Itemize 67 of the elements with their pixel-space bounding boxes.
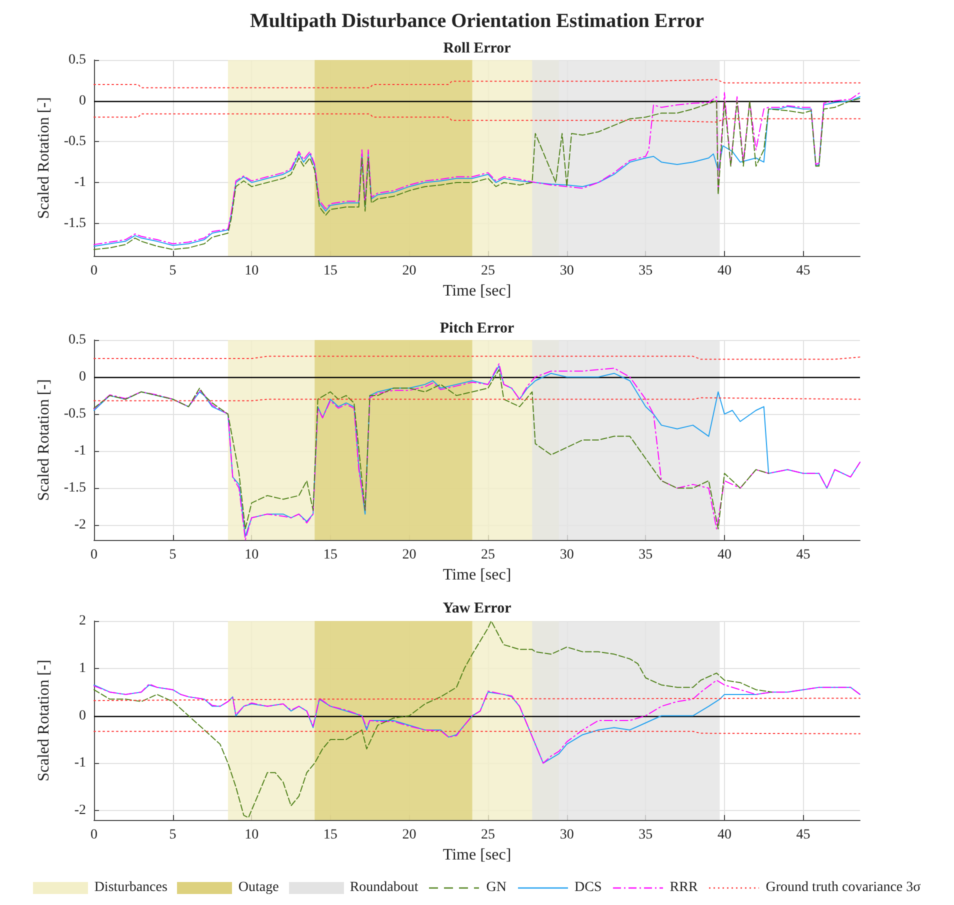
x-tick-label: 35 — [638, 548, 653, 562]
line-series — [94, 113, 860, 123]
x-tick-label: 25 — [481, 264, 496, 278]
x-tick-label: 0 — [90, 264, 98, 278]
x-tick-label: 5 — [169, 828, 176, 842]
y-tick-label: 0 — [79, 93, 86, 108]
y-tick-label: -1 — [74, 175, 86, 190]
x-tick-label: 5 — [169, 264, 176, 278]
legend-label: RRR — [670, 880, 698, 896]
y-axis-title: Scaled Rotation [-] — [36, 660, 52, 782]
x-tick-label: 45 — [796, 828, 810, 842]
y-tick-label: 1 — [79, 660, 86, 676]
line-series — [94, 79, 860, 88]
y-axis-title: Scaled Rotation [-] — [36, 379, 52, 501]
x-tick-label: 45 — [796, 548, 810, 562]
y-tick-label: -2 — [74, 803, 86, 818]
legend-label: GN — [486, 880, 507, 896]
legend-label: Ground truth covariance 3σ — [766, 880, 921, 896]
x-tick-label: 15 — [323, 264, 338, 278]
y-tick-label: -1.5 — [64, 216, 86, 231]
x-tick-label: 10 — [244, 264, 259, 278]
x-tick-label: 15 — [323, 548, 338, 562]
x-tick-label: 40 — [717, 264, 732, 278]
legend-label: Disturbances — [94, 880, 168, 896]
y-tick-label: -1 — [74, 756, 86, 771]
legend-label: Roundabout — [350, 880, 418, 896]
line-series — [94, 369, 770, 530]
y-tick-label: 0.5 — [68, 52, 86, 68]
chart-title: Yaw Error — [442, 600, 512, 616]
x-tick-label: 0 — [90, 828, 98, 842]
x-tick-label: 35 — [638, 264, 653, 278]
x-axis-title: Time [sec] — [442, 846, 512, 864]
y-tick-label: -0.5 — [64, 134, 86, 150]
legend-label: Outage — [238, 880, 279, 896]
x-tick-label: 10 — [244, 548, 259, 562]
x-tick-label: 20 — [402, 828, 416, 842]
x-tick-label: 15 — [323, 828, 338, 842]
x-axis-title: Time [sec] — [442, 282, 512, 300]
x-tick-label: 45 — [796, 264, 810, 278]
x-tick-label: 30 — [560, 264, 574, 278]
chart-title: Pitch Error — [440, 320, 514, 336]
x-tick-label: 30 — [560, 828, 574, 842]
y-tick-label: 0 — [79, 708, 86, 724]
x-tick-label: 5 — [169, 548, 176, 562]
x-tick-label: 20 — [402, 264, 416, 278]
y-tick-label: -1.5 — [64, 480, 86, 496]
x-tick-label: 40 — [717, 828, 732, 842]
x-tick-label: 20 — [402, 548, 416, 562]
y-tick-label: -2 — [74, 518, 86, 533]
y-tick-label: 0.5 — [68, 332, 86, 348]
x-tick-label: 30 — [560, 548, 574, 562]
x-tick-label: 25 — [481, 548, 496, 562]
chart-subtitle: Roll Error — [443, 40, 512, 56]
x-tick-label: 40 — [717, 548, 732, 562]
x-axis-title: Time [sec] — [442, 566, 512, 584]
line-series — [94, 620, 772, 818]
y-axis-title: Scaled Rotation [-] — [36, 97, 52, 219]
y-tick-label: 0 — [79, 370, 86, 385]
y-tick-label: 2 — [79, 614, 86, 628]
x-tick-label: 35 — [638, 828, 653, 842]
y-tick-label: -1 — [74, 444, 86, 459]
y-tick-label: -0.5 — [64, 406, 86, 422]
x-tick-label: 10 — [244, 828, 259, 842]
x-tick-label: 0 — [90, 548, 98, 562]
legend-label: DCS — [574, 880, 602, 896]
chart-title: Multipath Disturbance Orientation Estimation Error — [250, 10, 704, 32]
x-tick-label: 25 — [481, 828, 496, 842]
